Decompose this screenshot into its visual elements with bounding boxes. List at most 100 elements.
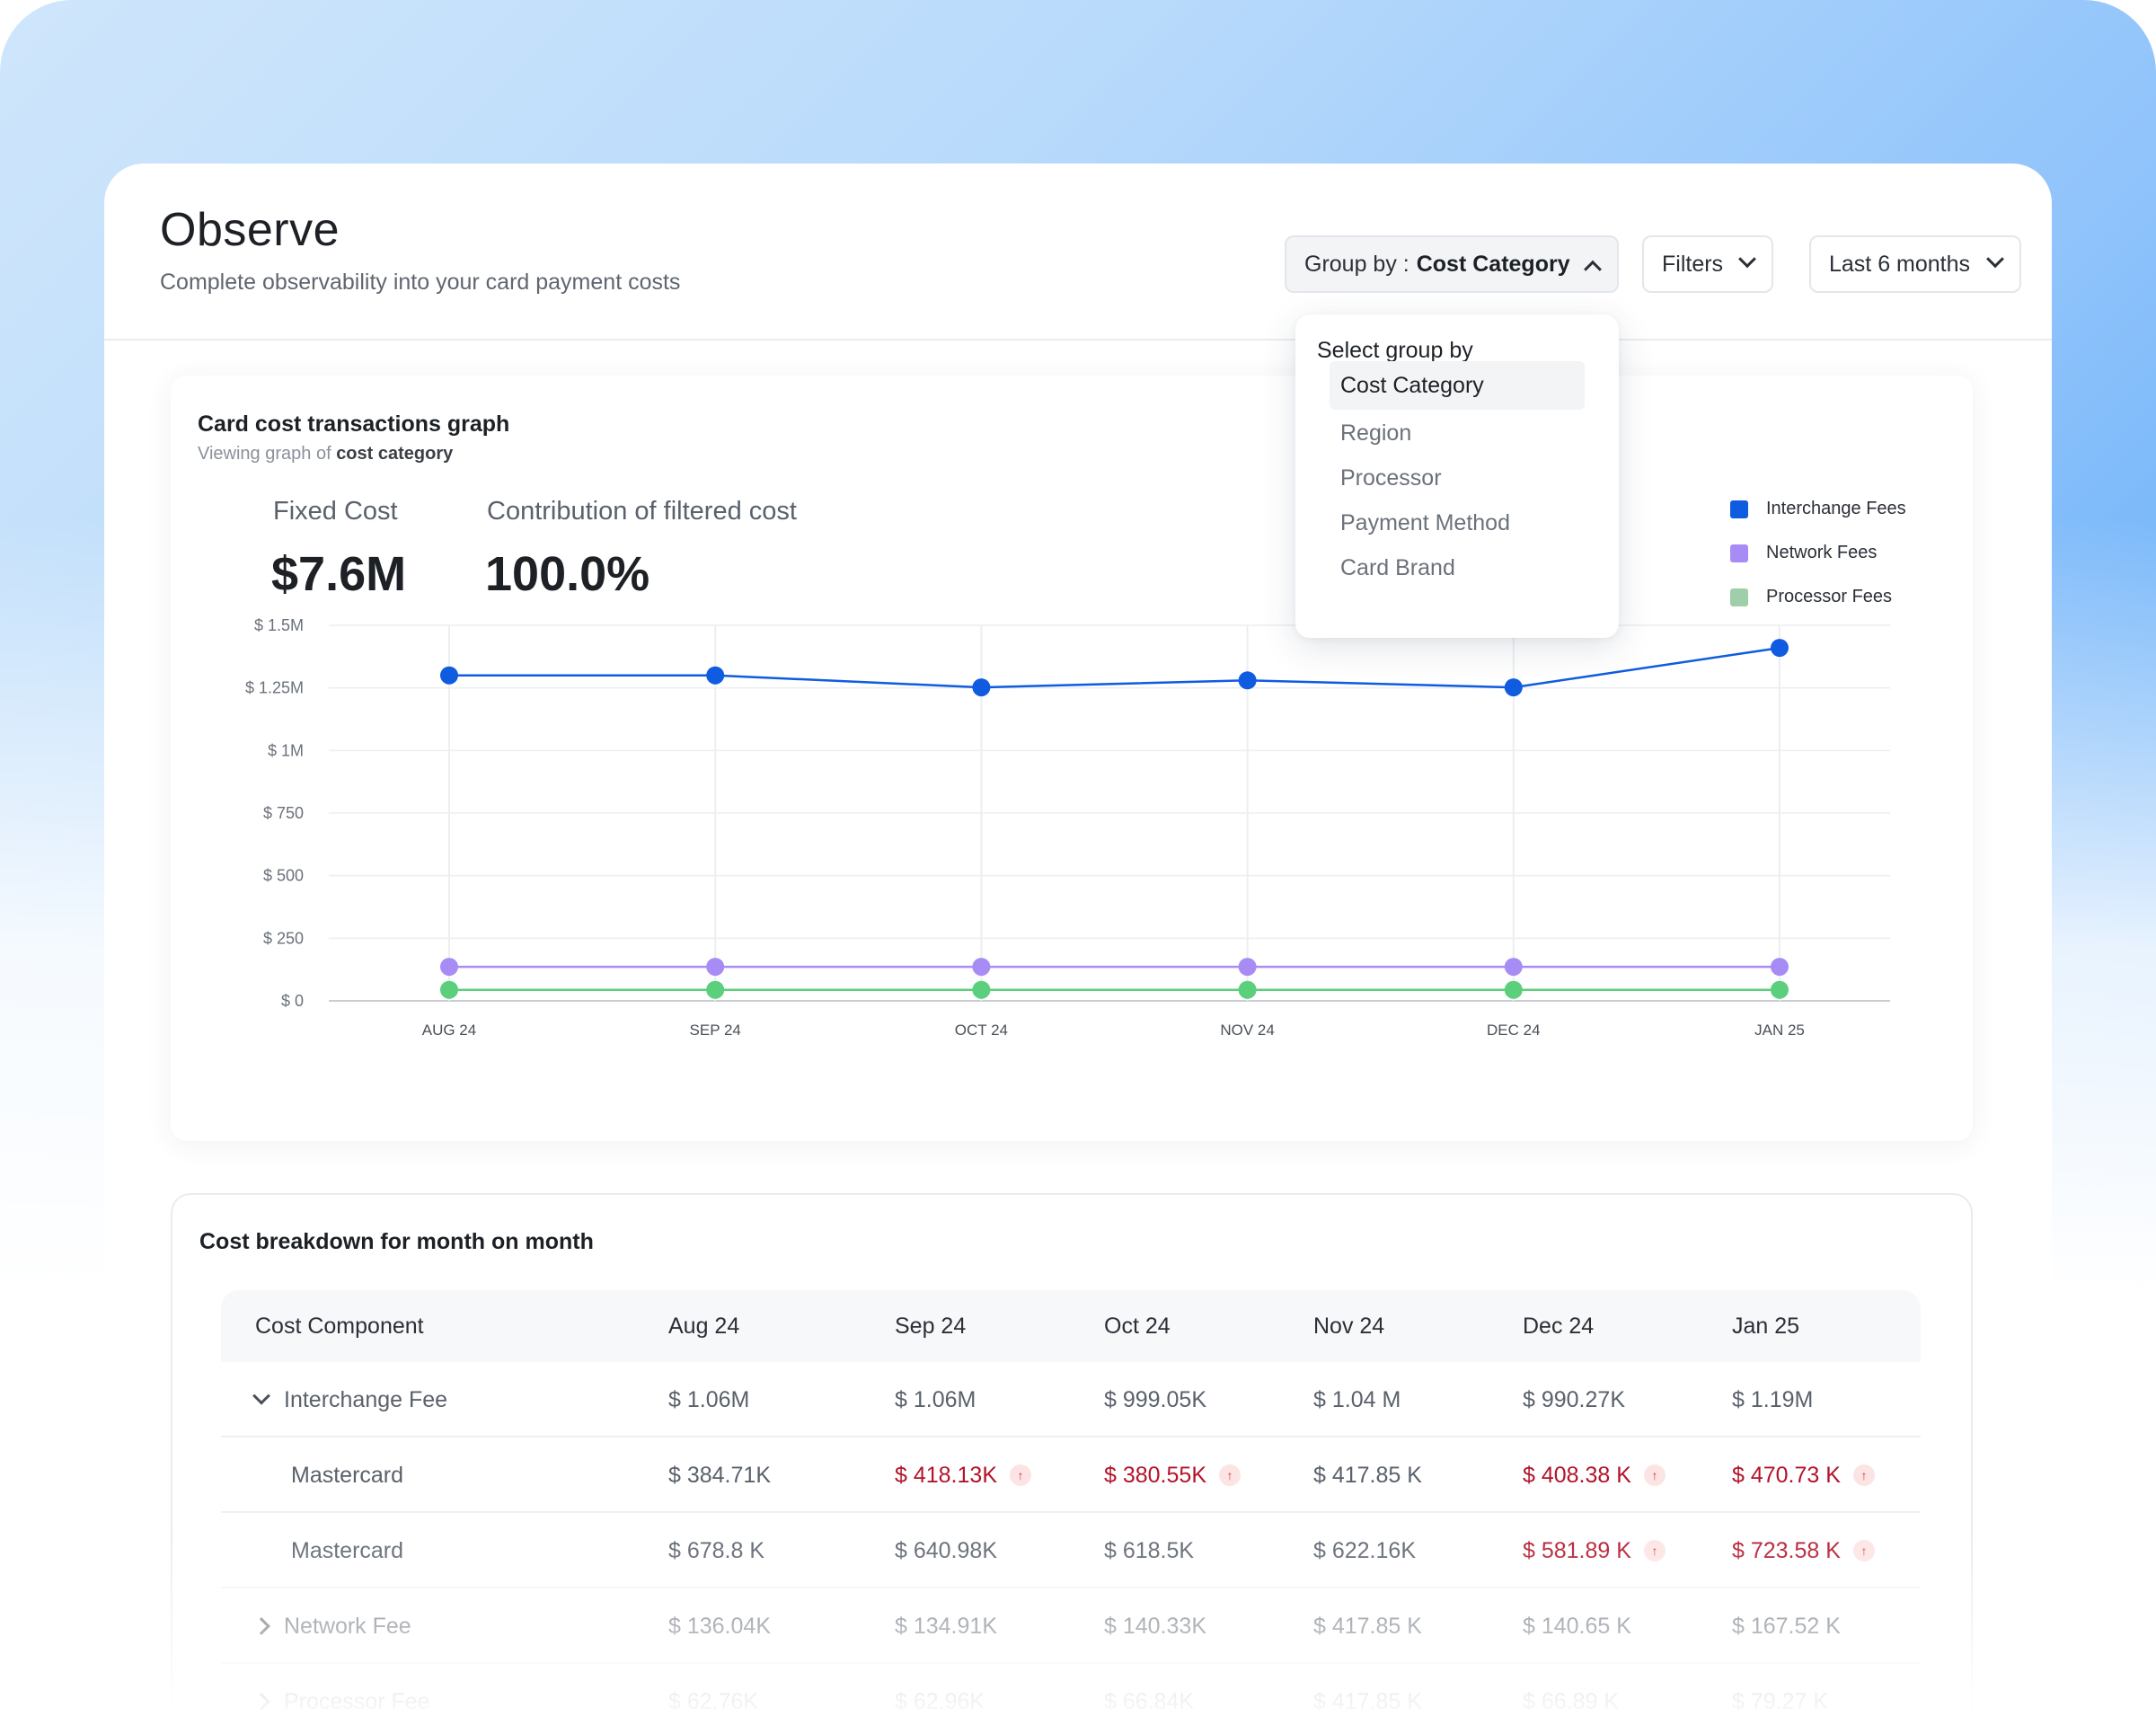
legend-label-interchange: Interchange Fees (1766, 499, 1906, 518)
table-cell: $ 1.06M (668, 1362, 749, 1438)
arrow-up-icon: ↑ (1852, 1464, 1875, 1486)
legend-item-processor[interactable]: Processor Fees (1730, 575, 1906, 619)
data-point[interactable] (440, 980, 458, 999)
data-point[interactable] (440, 666, 458, 685)
data-point[interactable] (440, 958, 458, 977)
graph-subtitle: Viewing graph of cost category (198, 444, 453, 464)
x-tick-label: NOV 24 (1220, 1022, 1274, 1039)
column-header[interactable]: Nov 24 (1313, 1313, 1385, 1339)
cell-value: $ 1.19M (1732, 1386, 1814, 1412)
table-cell: $ 470.73 K ↑ (1732, 1438, 1875, 1513)
y-tick-label: $ 250 (263, 929, 304, 947)
y-tick-label: $ 1.5M (254, 616, 304, 634)
data-point[interactable] (1238, 958, 1257, 977)
cell-value: $ 380.55K (1104, 1462, 1206, 1488)
legend-item-interchange[interactable]: Interchange Fees (1730, 487, 1906, 531)
cost-breakdown-title: Cost breakdown for month on month (199, 1229, 594, 1254)
data-point[interactable] (1771, 639, 1789, 658)
data-point[interactable] (1771, 958, 1789, 977)
data-point[interactable] (1504, 958, 1523, 977)
graph-title: Card cost transactions graph (198, 411, 510, 437)
row-label: Interchange Fee (284, 1386, 448, 1412)
cell-value: $ 1.06M (895, 1386, 976, 1412)
data-point[interactable] (972, 980, 991, 999)
group-by-dropdown-button[interactable]: Group by : Cost Category (1285, 235, 1619, 293)
data-point[interactable] (706, 980, 725, 999)
cell-value: $ 1.04 M (1313, 1386, 1401, 1412)
cell-value: $ 408.38 K (1523, 1462, 1631, 1488)
x-tick-label: SEP 24 (690, 1022, 741, 1039)
group-by-value: Cost Category (1416, 251, 1570, 277)
x-tick-label: AUG 24 (422, 1022, 476, 1039)
cell-value: $ 384.71K (668, 1462, 771, 1488)
legend-item-network[interactable]: Network Fees (1730, 531, 1906, 575)
table-row: Mastercard $ 384.71K $ 418.13K ↑ $ 380.55K ↑ $… (221, 1438, 1921, 1513)
kpi-contribution-value: 100.0% (485, 547, 650, 601)
cell-value: $ 470.73 K (1732, 1462, 1841, 1488)
column-header[interactable]: Oct 24 (1104, 1313, 1171, 1339)
group-by-option-payment-method[interactable]: Payment Method (1340, 509, 1510, 535)
kpi-fixed-cost-value: $7.6M (271, 547, 407, 601)
x-tick-label: DEC 24 (1487, 1022, 1541, 1039)
data-point[interactable] (706, 958, 725, 977)
data-point[interactable] (972, 678, 991, 697)
y-tick-label: $ 500 (263, 867, 304, 885)
kpi-contribution-label: Contribution of filtered cost (487, 497, 797, 526)
page-subtitle: Complete observability into your card pa… (160, 270, 681, 295)
series-line (449, 646, 1780, 689)
legend-swatch-processor (1730, 588, 1748, 606)
chart-legend: Interchange Fees Network Fees Processor … (1730, 487, 1906, 619)
table-cell: $ 384.71K (668, 1438, 771, 1513)
data-point[interactable] (1771, 980, 1789, 999)
filters-label: Filters (1662, 251, 1724, 277)
data-point[interactable] (1238, 671, 1257, 690)
data-point[interactable] (1504, 980, 1523, 999)
group-by-option-card-brand[interactable]: Card Brand (1340, 554, 1455, 580)
data-point[interactable] (1504, 678, 1523, 697)
legend-label-processor: Processor Fees (1766, 587, 1893, 606)
arrow-up-icon: ↑ (1643, 1464, 1666, 1486)
table-row[interactable]: Interchange Fee $ 1.06M $ 1.06M $ 999.05K $ … (221, 1362, 1921, 1438)
x-tick-label: OCT 24 (955, 1022, 1008, 1039)
data-point[interactable] (706, 666, 725, 685)
y-tick-label: $ 0 (281, 992, 304, 1010)
cell-value: $ 1.06M (668, 1386, 750, 1412)
column-header[interactable]: Cost Component (255, 1313, 424, 1339)
row-label-cell: Mastercard (291, 1438, 403, 1513)
table-header: Cost Component Aug 24 Sep 24 Oct 24 Nov 24 De… (221, 1290, 1921, 1362)
row-label-cell: Interchange Fee (252, 1362, 448, 1438)
data-point[interactable] (1238, 980, 1257, 999)
chevron-down-icon[interactable] (252, 1386, 270, 1405)
graph-card: Card cost transactions graph Viewing gra… (171, 376, 1973, 1141)
table-cell: $ 418.13K ↑ (895, 1438, 1031, 1513)
legend-swatch-network (1730, 544, 1748, 562)
chevron-down-icon (1738, 250, 1756, 269)
graph-subtitle-bold: cost category (336, 444, 454, 464)
page-title: Observe (160, 204, 340, 256)
date-range-dropdown[interactable]: Last 6 months (1809, 235, 2021, 293)
column-header[interactable]: Aug 24 (668, 1313, 740, 1339)
column-header[interactable]: Sep 24 (895, 1313, 967, 1339)
table-cell: $ 1.04 M (1313, 1362, 1401, 1438)
bottom-fade-overlay (0, 1527, 2156, 1725)
cell-value: $ 999.05K (1104, 1386, 1206, 1412)
chevron-down-icon (1986, 250, 2004, 269)
group-by-option-processor[interactable]: Processor (1340, 464, 1442, 491)
group-by-label: Group by : (1304, 251, 1409, 277)
group-by-option-cost-category[interactable]: Cost Category (1330, 361, 1585, 410)
group-by-menu-title: Select group by (1317, 338, 1473, 363)
header-divider (104, 339, 2052, 341)
column-header[interactable]: Jan 25 (1732, 1313, 1800, 1339)
table-cell: $ 380.55K ↑ (1104, 1438, 1241, 1513)
x-tick-label: JAN 25 (1754, 1022, 1805, 1039)
data-point[interactable] (972, 958, 991, 977)
filters-button[interactable]: Filters (1642, 235, 1773, 293)
group-by-option-region[interactable]: Region (1340, 420, 1412, 446)
column-header[interactable]: Dec 24 (1523, 1313, 1595, 1339)
table-cell: $ 1.19M (1732, 1362, 1813, 1438)
main-panel: Observe Complete observability into your… (104, 164, 2052, 1725)
arrow-up-icon: ↑ (1010, 1464, 1031, 1486)
y-tick-label: $ 750 (263, 804, 304, 822)
line-chart: $ 0 $ 250 $ 500 $ 750 $ 1M $ 1.25M $ 1.5M AUG 2… (245, 616, 1890, 1039)
table-cell: $ 1.06M (895, 1362, 976, 1438)
